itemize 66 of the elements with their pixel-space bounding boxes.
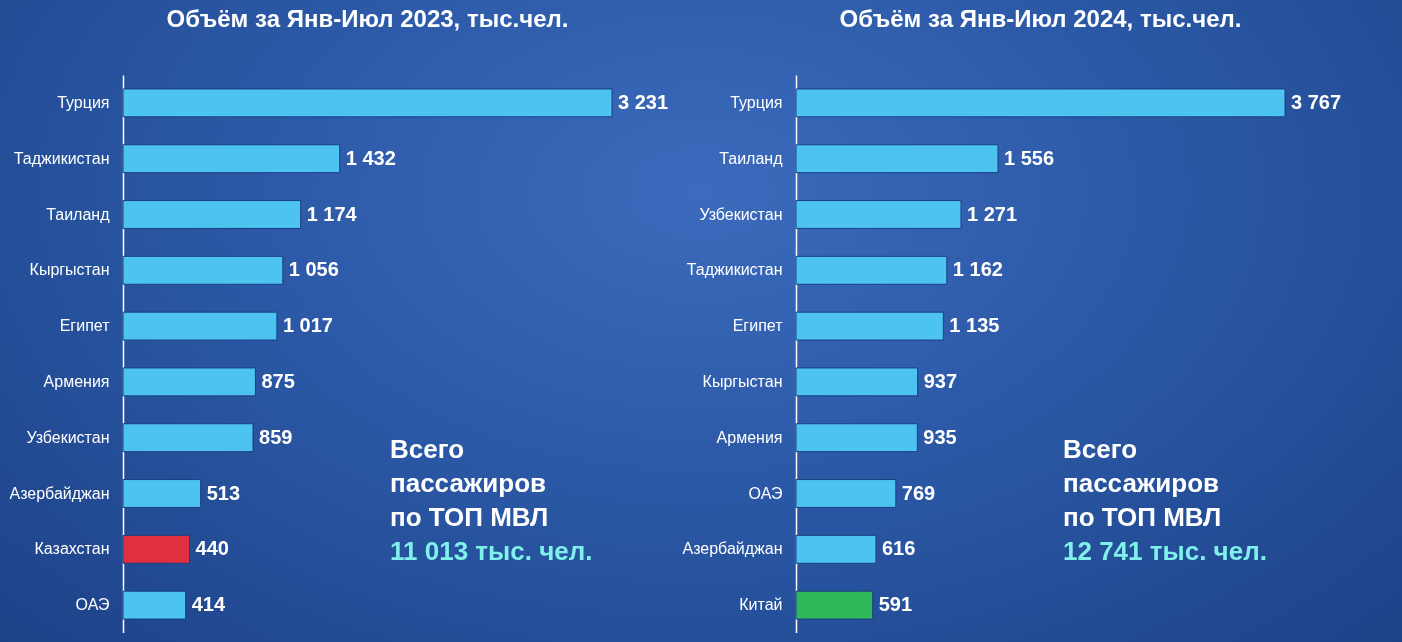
- bar: [122, 200, 302, 229]
- y-tick-label: Кыргыстан: [702, 372, 783, 390]
- y-tick-label: Азербайджан: [9, 484, 110, 502]
- y-tick-label: Азербайджан: [682, 540, 783, 558]
- bar: [122, 423, 254, 453]
- y-tick-label: Таджикистан: [13, 149, 110, 167]
- bar: [122, 311, 278, 341]
- data-label: 1 135: [949, 314, 1000, 337]
- data-label: 414: [191, 593, 226, 616]
- bar: [795, 479, 897, 508]
- data-label: 1 017: [282, 314, 333, 337]
- data-label: 859: [259, 425, 293, 448]
- y-tick-label: Узбекистан: [26, 428, 110, 446]
- bar: [122, 590, 187, 620]
- data-label: 935: [923, 425, 957, 448]
- y-tick-label: Китай: [739, 596, 783, 614]
- y-tick-label: Армения: [43, 372, 110, 390]
- data-label: 937: [923, 369, 958, 392]
- bar: [122, 144, 341, 174]
- y-tick-label: Таиланд: [719, 149, 784, 167]
- y-tick-label: ОАЭ: [75, 596, 110, 614]
- bar: [122, 255, 284, 285]
- bar: [122, 367, 256, 397]
- bar: [795, 590, 874, 620]
- annotation: 11 013 тыс. чел.: [390, 536, 593, 566]
- data-label: 875: [261, 369, 295, 392]
- bar: [795, 255, 948, 285]
- bar: [122, 534, 191, 564]
- data-label: 3 231: [618, 90, 669, 113]
- data-label: 1 556: [1003, 146, 1055, 169]
- data-label: 513: [206, 481, 241, 504]
- bar: [795, 200, 962, 229]
- data-label: 591: [878, 593, 913, 616]
- y-tick-label: Египет: [732, 317, 784, 335]
- y-tick-label: Турция: [57, 93, 110, 111]
- data-label: 1 271: [966, 202, 1018, 225]
- bar: [795, 367, 919, 397]
- annotation: 12 741 тыс. чел.: [1063, 536, 1267, 566]
- y-tick-label: ОАЭ: [748, 484, 783, 502]
- annotation: Всего пассажиров по ТОП МВЛ: [390, 434, 549, 532]
- annotation: Всего пассажиров по ТОП МВЛ: [1063, 434, 1222, 532]
- bar: [795, 534, 877, 564]
- y-tick-label: Узбекистан: [699, 205, 783, 223]
- y-tick-label: Таджикистан: [686, 261, 783, 279]
- chart-title: Объём за Янв-Июл 2023, тыс.чел.: [166, 5, 569, 32]
- bar: [122, 88, 613, 118]
- y-tick-label: Египет: [59, 317, 111, 335]
- y-tick-label: Кыргыстан: [29, 261, 110, 279]
- data-label: 1 432: [345, 146, 396, 169]
- bar: [795, 144, 999, 174]
- y-tick-label: Армения: [716, 428, 783, 446]
- y-tick-label: Таиланд: [46, 205, 111, 223]
- data-label: 440: [195, 537, 229, 560]
- data-label: 1 174: [306, 202, 358, 225]
- bar: [795, 88, 1286, 118]
- y-tick-label: Казахстан: [34, 540, 110, 558]
- chart-title: Объём за Янв-Июл 2024, тыс.чел.: [839, 5, 1242, 32]
- bar: [795, 423, 918, 453]
- data-label: 1 056: [288, 258, 339, 281]
- data-label: 1 162: [952, 258, 1003, 281]
- data-label: 3 767: [1291, 90, 1342, 113]
- bar: [795, 311, 944, 341]
- data-label: 616: [881, 537, 916, 560]
- y-tick-label: Турция: [730, 93, 783, 111]
- data-label: 769: [901, 481, 936, 504]
- bar: [122, 479, 202, 508]
